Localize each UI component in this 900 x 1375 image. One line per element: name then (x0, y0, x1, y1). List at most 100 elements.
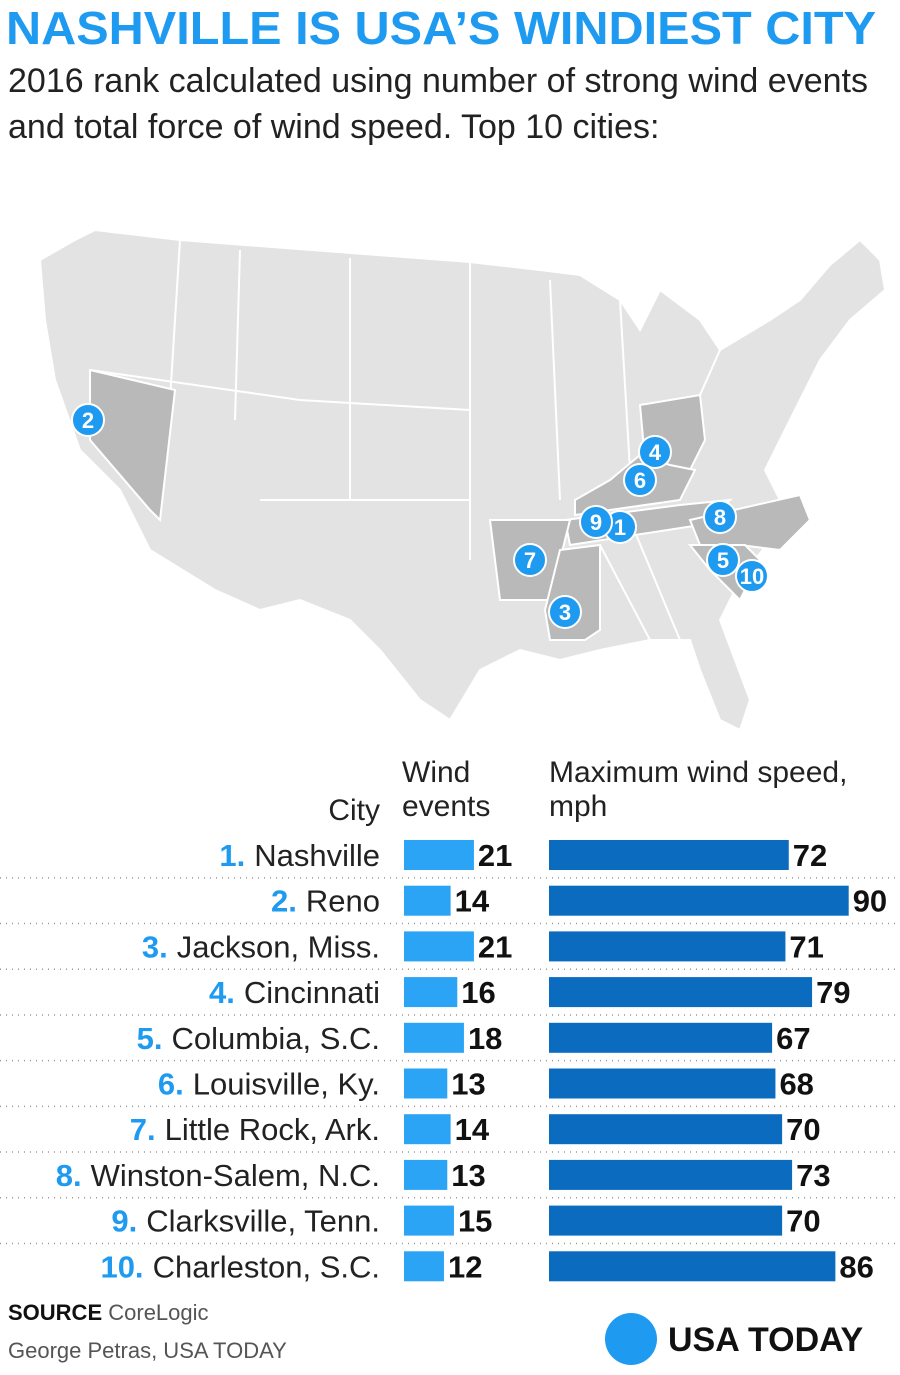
credit: George Petras, USA TODAY (8, 1338, 287, 1363)
map-marker (513, 543, 547, 577)
logo-dot (605, 1313, 657, 1365)
bar (404, 1205, 454, 1236)
map-marker (706, 543, 740, 577)
bar (404, 1114, 451, 1145)
city: Winston-Salem, N.C. (91, 1158, 380, 1193)
source-text: CoreLogic (108, 1300, 209, 1325)
value-label: 16 (461, 975, 495, 1010)
bar (404, 885, 451, 916)
map-marker (579, 505, 613, 539)
map: 1 2 3 4 5 6 7 8 9 10 (38, 228, 887, 732)
source-label: SOURCE (8, 1300, 103, 1325)
value-label: 13 (451, 1158, 485, 1193)
value-label: 14 (455, 884, 490, 919)
value-label: 70 (786, 1204, 820, 1239)
map-marker (71, 403, 105, 437)
city: Louisville, Ky. (193, 1067, 380, 1102)
map-marker-label: 7 (524, 548, 536, 573)
map-marker-label: 4 (649, 440, 662, 465)
state-lines (89, 239, 721, 641)
value-label: 79 (816, 975, 850, 1010)
value-label: 13 (451, 1067, 485, 1102)
category-label: 10. Charleston, S.C. (100, 1249, 380, 1284)
city: Clarksville, Tenn. (146, 1204, 380, 1239)
map-marker (638, 435, 672, 469)
bar (404, 977, 458, 1008)
value-label: 86 (839, 1249, 873, 1284)
map-marker (623, 463, 657, 497)
category-label: 4. Cincinnati (209, 975, 380, 1010)
map-marker (703, 500, 737, 534)
value-label: 18 (468, 1021, 502, 1056)
value-label: 73 (796, 1158, 830, 1193)
bar (549, 977, 813, 1008)
value-label: 72 (793, 838, 827, 873)
bar (404, 840, 474, 870)
bar (549, 1022, 773, 1053)
category-header: City (328, 794, 380, 827)
value-label: 14 (455, 1112, 490, 1147)
value-label: 90 (853, 884, 887, 919)
rank: 7. (130, 1112, 156, 1147)
map-marker-label: 6 (634, 468, 646, 493)
rank: 6. (158, 1067, 184, 1102)
category-label: 6. Louisville, Ky. (158, 1067, 380, 1102)
value-label: 21 (478, 929, 512, 964)
value-label: 68 (779, 1067, 813, 1102)
value-label: 67 (776, 1021, 810, 1056)
map-marker-label: 5 (717, 548, 729, 573)
us-outline (38, 228, 887, 732)
map-marker-label: 9 (590, 510, 602, 535)
value-label: 70 (786, 1112, 820, 1147)
bar (404, 1159, 448, 1190)
map-marker-label: 2 (82, 408, 94, 433)
markers: 1 2 3 4 5 6 7 8 9 10 (71, 403, 769, 629)
bar (404, 1022, 464, 1053)
bar (549, 931, 786, 962)
map-marker (735, 559, 769, 593)
map-marker (548, 595, 582, 629)
bar (549, 885, 849, 916)
bar (404, 1251, 444, 1282)
city: Nashville (254, 838, 380, 873)
bar (549, 1205, 783, 1236)
bar (404, 931, 474, 962)
city: Little Rock, Ark. (165, 1112, 380, 1147)
city: Jackson, Miss. (177, 929, 380, 964)
category-label: 9. Clarksville, Tenn. (111, 1204, 380, 1239)
rank: 8. (56, 1158, 82, 1193)
rank: 5. (137, 1021, 163, 1056)
category-label: 7. Little Rock, Ark. (130, 1112, 380, 1147)
rank: 4. (209, 975, 235, 1010)
chart-title: NASHVILLE IS USA’S WINDIEST CITY (6, 2, 876, 54)
value-label: 15 (458, 1204, 492, 1239)
value-label: 12 (448, 1249, 482, 1284)
value-label: 21 (478, 838, 512, 873)
category-label: 5. Columbia, S.C. (137, 1021, 380, 1056)
city: Charleston, S.C. (153, 1249, 380, 1284)
bar (549, 840, 789, 870)
rank: 1. (219, 838, 245, 873)
city: Reno (306, 884, 380, 919)
subtitle: 2016 rank calculated using number of str… (8, 62, 868, 146)
category-label: 3. Jackson, Miss. (142, 929, 380, 964)
category-label: 2. Reno (271, 884, 380, 919)
logo: USA TODAY (668, 1321, 864, 1359)
map-marker-label: 3 (559, 600, 571, 625)
map-marker-label: 10 (740, 564, 764, 589)
rank: 2. (271, 884, 297, 919)
bar (549, 1114, 783, 1145)
bar (404, 1068, 448, 1099)
category-label: 8. Winston-Salem, N.C. (56, 1158, 380, 1193)
city: Cincinnati (244, 975, 380, 1010)
map-marker-label: 1 (614, 515, 626, 540)
rows: 1. Nashville 21 72 2. Reno 14 90 3. Jackson, Miss… (0, 838, 900, 1284)
source: SOURCE CoreLogic (8, 1300, 209, 1326)
bar (549, 1068, 776, 1099)
map-marker-label: 8 (714, 505, 726, 530)
bar (549, 1159, 793, 1190)
bar (549, 1251, 836, 1282)
series-header: Maximum wind speed, mph (549, 756, 848, 823)
